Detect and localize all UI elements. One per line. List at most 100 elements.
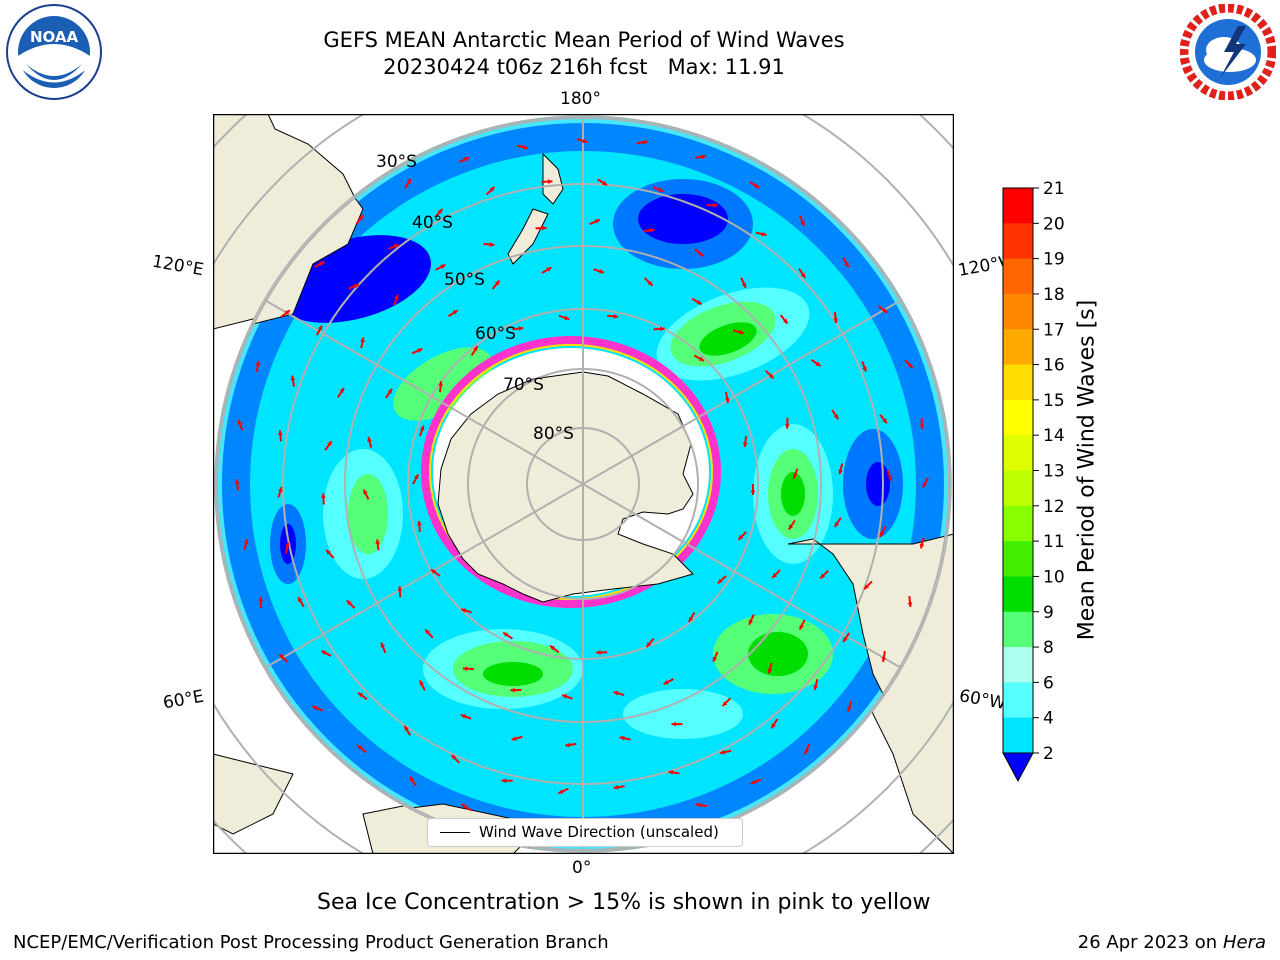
wind-arrow-head [319,261,325,266]
legend-line-icon [440,832,470,833]
wind-arrow-head [642,139,648,145]
colorbar-tick-label: 12 [1043,497,1065,517]
wind-arrow-head [464,157,470,162]
colorbar-bin [1003,576,1033,613]
wind-arrow-head [907,602,913,608]
colorbar-bin [1003,682,1033,719]
wind-arrow-head [284,542,290,548]
wind-arrow-head [833,414,839,420]
wind-arrow-head [312,705,318,711]
wind-arrow-head [815,361,821,367]
colorbar: 21 20 19 18 17 16 15 14 13 12 11 10 9 8 6 4 2 [1002,180,1065,783]
wind-arrow-head [404,725,409,731]
wind-arrow-head [278,487,283,492]
wind-arrow-head [258,596,264,602]
wind-arrow-head [613,313,619,319]
wind-arrow-head [321,650,327,656]
wind-arrow-head [750,779,756,785]
colorbar-bin [1003,611,1033,648]
wind-arrow-head [720,749,725,755]
footer-left: NCEP/EMC/Verification Post Processing Pr… [13,932,609,953]
lat-label-70s: 70°S [503,375,544,395]
wind-arrow-head [768,373,774,379]
wind-arrow-head [409,776,415,782]
wind-arrow-head [549,645,555,651]
colorbar-tick-label: 17 [1043,320,1065,340]
wind-arrow-head [473,346,478,352]
wind-arrow-head [813,685,819,690]
wind-arrow-head [800,272,806,278]
wind-arrow-head [440,264,446,269]
colorbar-tick-label: 13 [1043,462,1065,482]
colorbar-bin [1003,258,1033,295]
wind-arrow-head [394,294,399,300]
wind-arrow-head [451,754,457,760]
wind-arrow-head [279,654,285,660]
wind-arrow-head [237,419,243,425]
wind-arrow-head [380,642,386,648]
wind-arrow-head [922,482,928,488]
colorbar-bin [1003,223,1033,260]
wind-arrow-head [771,723,776,729]
wind-arrow-head [844,262,849,268]
wind-arrow-head [419,425,425,431]
wind-arrow-head [501,778,507,784]
colorbar-tick-label: 9 [1043,603,1054,623]
colorbar-bin [1003,364,1033,401]
wind-arrow-head [738,534,744,540]
colorbar-bin [1003,399,1033,436]
lon-label-180: 180° [560,89,601,109]
wind-arrow-head [461,804,467,809]
wind-arrow-head [542,225,547,231]
wind-arrow-head [742,442,748,448]
wind-arrow-head [393,244,399,249]
wind-arrow-head [738,329,744,335]
wind-arrow-head [767,668,773,674]
wind-wave-arrows [234,138,929,835]
wind-arrow-head [741,282,747,288]
wind-arrow-head [646,642,652,648]
wind-arrow-head [804,749,809,755]
wind-arrow-head [452,310,458,315]
footer-machine: Hera [1222,932,1266,953]
lat-label-80s: 80°S [533,424,574,444]
colorbar-bin [1003,647,1033,683]
wind-arrow-head [518,326,524,331]
colorbar-tick-label: 4 [1043,709,1054,729]
colorbar-tick-label: 10 [1043,567,1065,587]
colorbar-tick-label: 19 [1043,250,1065,270]
wind-arrow-head [546,267,552,272]
colorbar-bin [1003,717,1033,754]
map-legend: Wind Wave Direction (unscaled) [427,818,743,847]
wind-arrow-head [503,632,509,637]
colorbar-bin [1003,435,1033,471]
wind-arrow-head [522,144,528,150]
wind-arrow-head [838,469,843,475]
wind-arrow-head [360,337,365,343]
period-field [270,179,903,739]
lat-label-50s: 50°S [444,270,485,290]
wind-arrow-head [602,180,608,186]
wind-arrow-head [772,573,778,578]
wind-arrow-head [713,202,718,208]
wind-arrow-head [321,493,326,499]
wind-arrow-head [724,398,730,403]
colorbar-bin [1003,329,1033,366]
wind-arrow-head [847,706,852,712]
wind-arrow-head [712,656,718,662]
lat-label-30s: 30°S [376,152,417,172]
wind-arrow-head [397,586,403,591]
wind-arrow-head [613,784,619,790]
wind-arrow-head [511,736,517,741]
colorbar-tick-label: 15 [1043,391,1065,411]
svg-text:NOAA: NOAA [30,28,79,46]
colorbar-tick-label: 16 [1043,356,1065,376]
wind-arrow-head [843,637,848,643]
wind-arrow-head [460,714,466,719]
wind-arrow-head [353,283,359,289]
colorbar-tick-label: 21 [1043,180,1065,199]
wind-arrow-head [414,474,419,480]
colorbar-tick-label: 11 [1043,532,1065,552]
wind-arrow-head [717,578,723,584]
colorbar-bin [1003,293,1033,330]
